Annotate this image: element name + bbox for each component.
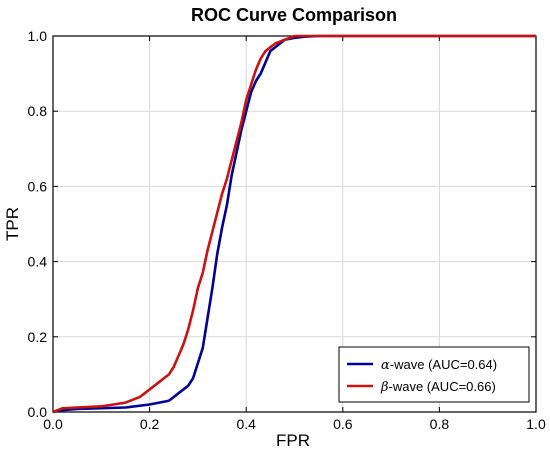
series-layer	[52, 34, 536, 414]
y-tick-label: 0.6	[28, 178, 48, 194]
y-tick-label: 0.2	[28, 329, 48, 345]
x-tick-label: 0.4	[236, 416, 256, 432]
y-tick-label: 1.0	[28, 28, 48, 44]
x-tick-label: 0.0	[43, 416, 63, 432]
legend-rest-beta-wave: -wave (AUC=0.66)	[389, 379, 496, 394]
x-tick-label: 1.0	[526, 416, 546, 432]
legend-label-alpha-wave: α-wave (AUC=0.64)	[381, 357, 497, 373]
legend-greek-beta-wave: β	[380, 380, 389, 395]
x-tick-label: 0.2	[140, 416, 160, 432]
legend-label-beta-wave: β-wave (AUC=0.66)	[380, 379, 496, 395]
legend: α-wave (AUC=0.64)β-wave (AUC=0.66)	[338, 346, 530, 403]
x-tick-label: 0.6	[333, 416, 353, 432]
legend-rest-alpha-wave: -wave (AUC=0.64)	[390, 357, 497, 372]
y-tick-label: 0.0	[28, 404, 48, 420]
y-tick-label: 0.8	[28, 103, 48, 119]
legend-greek-alpha-wave: α	[381, 358, 390, 373]
series-line-beta-wave	[52, 34, 536, 414]
chart-title: ROC Curve Comparison	[191, 5, 397, 25]
y-axis-label: TPR	[3, 207, 22, 241]
ticks: 0.0 0.2 0.4 0.6 0.8 1.0 0.0 0.2 0.4 0.6 0.8 1.0	[28, 28, 546, 432]
legend-box	[338, 346, 530, 403]
x-tick-label: 0.8	[430, 416, 450, 432]
x-axis-label: FPR	[276, 431, 310, 450]
y-tick-label: 0.4	[28, 254, 48, 270]
